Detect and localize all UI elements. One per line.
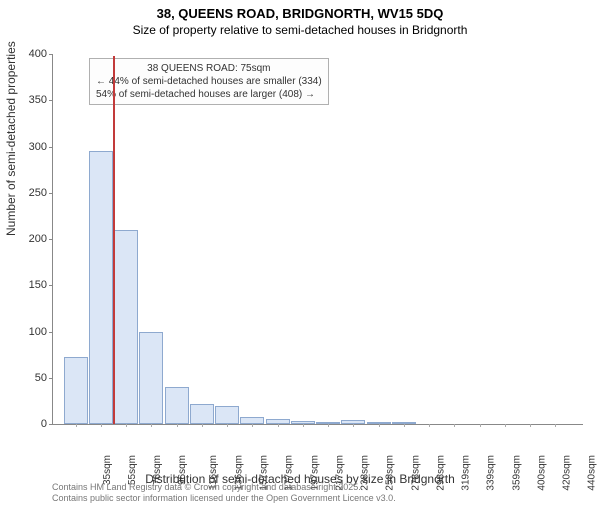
footer-line: Contains public sector information licen… xyxy=(52,493,396,504)
y-tick-label: 100 xyxy=(15,326,47,338)
y-tick-label: 350 xyxy=(15,94,47,106)
y-tick-label: 250 xyxy=(15,187,47,199)
annotation-line: 54% of semi-detached houses are larger (… xyxy=(96,88,322,101)
histogram-bar xyxy=(240,417,264,424)
y-tick-label: 200 xyxy=(15,233,47,245)
chart-subtitle: Size of property relative to semi-detach… xyxy=(0,23,600,37)
footer-line: Contains HM Land Registry data © Crown c… xyxy=(52,482,396,493)
chart-title: 38, QUEENS ROAD, BRIDGNORTH, WV15 5DQ xyxy=(0,6,600,21)
y-tick-label: 400 xyxy=(15,48,47,60)
plot-area: 38 QUEENS ROAD: 75sqm ← 44% of semi-deta… xyxy=(52,54,583,425)
y-tick-label: 300 xyxy=(15,141,47,153)
histogram-bar xyxy=(215,406,239,425)
histogram-bar xyxy=(190,404,214,424)
y-tick-label: 0 xyxy=(15,418,47,430)
y-axis-label: Number of semi-detached properties xyxy=(4,41,18,236)
annotation-box: 38 QUEENS ROAD: 75sqm ← 44% of semi-deta… xyxy=(89,58,329,105)
y-tick-label: 50 xyxy=(15,372,47,384)
histogram-bar xyxy=(114,230,138,424)
annotation-line: ← 44% of semi-detached houses are smalle… xyxy=(96,75,322,88)
y-tick-label: 150 xyxy=(15,279,47,291)
annotation-line: 38 QUEENS ROAD: 75sqm xyxy=(96,62,322,75)
chart-container: 38, QUEENS ROAD, BRIDGNORTH, WV15 5DQ Si… xyxy=(0,6,600,506)
histogram-bar xyxy=(165,387,189,424)
histogram-bar xyxy=(89,151,113,424)
footer-text: Contains HM Land Registry data © Crown c… xyxy=(52,482,396,504)
reference-line xyxy=(113,56,115,424)
histogram-bar xyxy=(64,357,88,424)
histogram-bar xyxy=(139,332,163,425)
